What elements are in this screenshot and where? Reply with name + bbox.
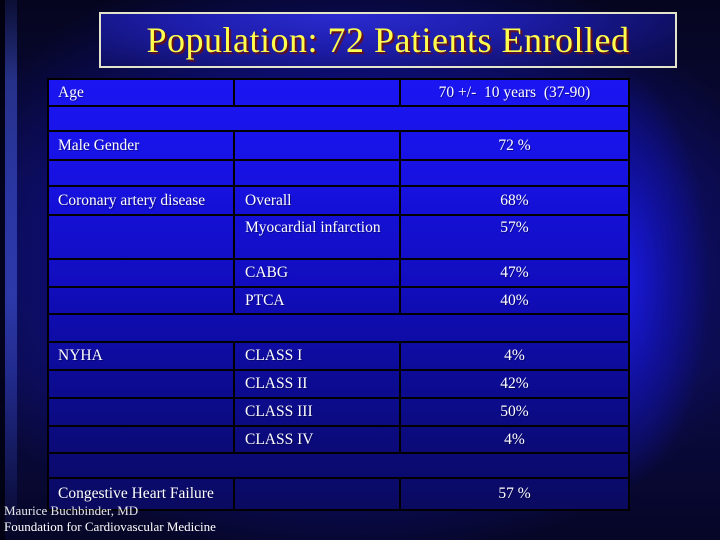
row-sub-label-cell	[235, 161, 401, 185]
row-label-cell	[49, 371, 235, 397]
row-label-cell	[49, 399, 235, 425]
row-value-cell	[401, 161, 628, 185]
row-sub-label-cell: CLASS III	[235, 399, 401, 425]
table-row: Myocardial infarction 57%	[49, 216, 628, 260]
row-sub-label-cell: Overall	[235, 187, 401, 214]
table-row: Age 70 +/- 10 years (37-90)	[49, 80, 628, 107]
row-label-cell	[49, 161, 235, 185]
table-row: Congestive Heart Failure 57 %	[49, 479, 628, 509]
row-label-cell: Age	[49, 80, 235, 105]
row-label-cell	[49, 288, 235, 313]
row-value-cell: 42%	[500, 375, 529, 392]
table-row: CLASS II 42%	[49, 371, 628, 399]
row-sub-label-cell	[235, 479, 401, 509]
slide-title-box: Population: 72 Patients Enrolled	[99, 12, 677, 68]
row-sub-label-cell: CLASS IV	[235, 427, 401, 452]
row-label-cell: Coronary artery disease	[49, 187, 235, 214]
table-row: CLASS III 50%	[49, 399, 628, 427]
row-sub-label-cell	[235, 80, 401, 105]
table-spacer-row	[49, 315, 628, 343]
row-sub-label-cell: Myocardial infarction	[235, 216, 401, 258]
row-sub-label-cell: CLASS II	[235, 371, 401, 397]
row-value-cell: 4%	[504, 347, 525, 364]
slide-title: Population: 72 Patients Enrolled	[146, 20, 630, 60]
row-label-cell: NYHA	[49, 343, 235, 369]
footer-organization: Foundation for Cardiovascular Medicine	[4, 518, 216, 534]
table-row: CABG 47%	[49, 260, 628, 288]
row-value-cell: 40%	[500, 291, 529, 309]
row-value-cell: 68%	[500, 191, 529, 209]
table-spacer-row	[49, 454, 628, 479]
row-sub-label-cell: PTCA	[235, 288, 401, 313]
row-value-cell: 4%	[504, 430, 525, 448]
row-label-cell	[49, 216, 235, 258]
table-row: PTCA 40%	[49, 288, 628, 315]
table-spacer-row	[49, 161, 628, 187]
row-value-cell: 70 +/- 10 years (37-90)	[438, 83, 591, 101]
row-value-cell: 57%	[500, 219, 529, 236]
row-sub-label-cell	[235, 132, 401, 159]
row-value-cell: 57 %	[498, 485, 531, 502]
row-label-cell	[49, 427, 235, 452]
table-row: Male Gender 72 %	[49, 132, 628, 161]
footer-author: Maurice Buchbinder, MD	[4, 503, 139, 518]
left-edge-shadow	[0, 0, 5, 540]
table-row: CLASS IV 4%	[49, 427, 628, 454]
slide-footer: Maurice Buchbinder, MD Foundation for Ca…	[4, 503, 216, 534]
table-row: NYHA CLASS I 4%	[49, 343, 628, 371]
table-row: Coronary artery disease Overall 68%	[49, 187, 628, 216]
population-table: Age 70 +/- 10 years (37-90) Male Gender 72 …	[47, 78, 630, 511]
row-label-cell: Male Gender	[49, 132, 235, 159]
row-value-cell: 72 %	[498, 136, 531, 154]
table-spacer-row	[49, 107, 628, 132]
row-sub-label-cell: CLASS I	[235, 343, 401, 369]
row-value-cell: 47%	[500, 264, 529, 281]
left-edge-glow	[5, 0, 17, 540]
row-label-cell: Congestive Heart Failure	[49, 479, 235, 509]
row-value-cell: 50%	[500, 403, 529, 420]
row-label-cell	[49, 260, 235, 286]
row-sub-label-cell: CABG	[235, 260, 401, 286]
